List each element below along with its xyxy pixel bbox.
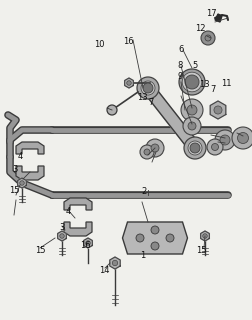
Polygon shape <box>215 14 222 22</box>
Circle shape <box>214 106 222 114</box>
Text: 4: 4 <box>18 152 23 161</box>
Text: 17: 17 <box>206 9 217 18</box>
Circle shape <box>137 77 159 99</box>
Text: 12: 12 <box>195 24 206 33</box>
Circle shape <box>188 122 196 130</box>
Text: 13: 13 <box>199 80 209 89</box>
Text: 7: 7 <box>148 98 154 107</box>
Polygon shape <box>64 198 92 210</box>
Polygon shape <box>16 142 44 154</box>
Circle shape <box>151 144 159 152</box>
Circle shape <box>112 260 118 266</box>
Circle shape <box>184 137 206 159</box>
Text: 3: 3 <box>12 165 18 174</box>
Circle shape <box>86 241 90 245</box>
Text: 1: 1 <box>140 252 145 260</box>
Polygon shape <box>84 238 92 248</box>
Circle shape <box>205 35 211 41</box>
Circle shape <box>151 226 159 234</box>
Circle shape <box>237 132 248 143</box>
Text: 7: 7 <box>210 85 216 94</box>
Circle shape <box>141 81 155 95</box>
Circle shape <box>166 234 174 242</box>
Circle shape <box>127 81 131 85</box>
Circle shape <box>232 127 252 149</box>
Circle shape <box>60 234 64 238</box>
Circle shape <box>136 234 144 242</box>
Text: 5: 5 <box>193 61 198 70</box>
Circle shape <box>179 69 205 95</box>
Polygon shape <box>64 222 92 236</box>
Text: 2: 2 <box>141 188 146 196</box>
Circle shape <box>146 139 164 157</box>
Circle shape <box>185 75 199 89</box>
Circle shape <box>182 72 202 92</box>
Polygon shape <box>122 222 187 254</box>
Circle shape <box>211 143 218 150</box>
Text: 10: 10 <box>94 40 105 49</box>
Circle shape <box>215 130 235 150</box>
Circle shape <box>187 105 197 115</box>
Text: 14: 14 <box>99 266 110 275</box>
Text: 6: 6 <box>179 45 184 54</box>
Circle shape <box>143 83 153 93</box>
Circle shape <box>20 181 24 185</box>
Text: 9: 9 <box>178 72 183 81</box>
Text: 13: 13 <box>137 93 148 102</box>
Text: 15: 15 <box>196 246 207 255</box>
Text: 16: 16 <box>123 37 134 46</box>
Text: 3: 3 <box>59 223 65 232</box>
Polygon shape <box>18 178 26 188</box>
Text: 8: 8 <box>177 61 183 70</box>
Text: 15: 15 <box>9 186 19 195</box>
Polygon shape <box>110 257 120 269</box>
Text: 11: 11 <box>222 79 232 88</box>
Circle shape <box>207 139 223 155</box>
Circle shape <box>183 117 201 135</box>
Text: 16: 16 <box>80 241 91 250</box>
Polygon shape <box>16 166 44 180</box>
Circle shape <box>144 149 150 155</box>
Circle shape <box>107 105 117 115</box>
Polygon shape <box>125 78 133 88</box>
Text: 15: 15 <box>35 246 46 255</box>
Circle shape <box>181 99 203 121</box>
Text: 4: 4 <box>66 207 71 216</box>
Circle shape <box>188 141 202 155</box>
Polygon shape <box>210 101 226 119</box>
Circle shape <box>203 234 207 238</box>
Polygon shape <box>58 231 66 241</box>
Circle shape <box>140 145 154 159</box>
Circle shape <box>151 242 159 250</box>
Circle shape <box>201 31 215 45</box>
Polygon shape <box>143 84 200 152</box>
Circle shape <box>190 143 200 153</box>
Circle shape <box>220 135 230 145</box>
Polygon shape <box>201 231 209 241</box>
